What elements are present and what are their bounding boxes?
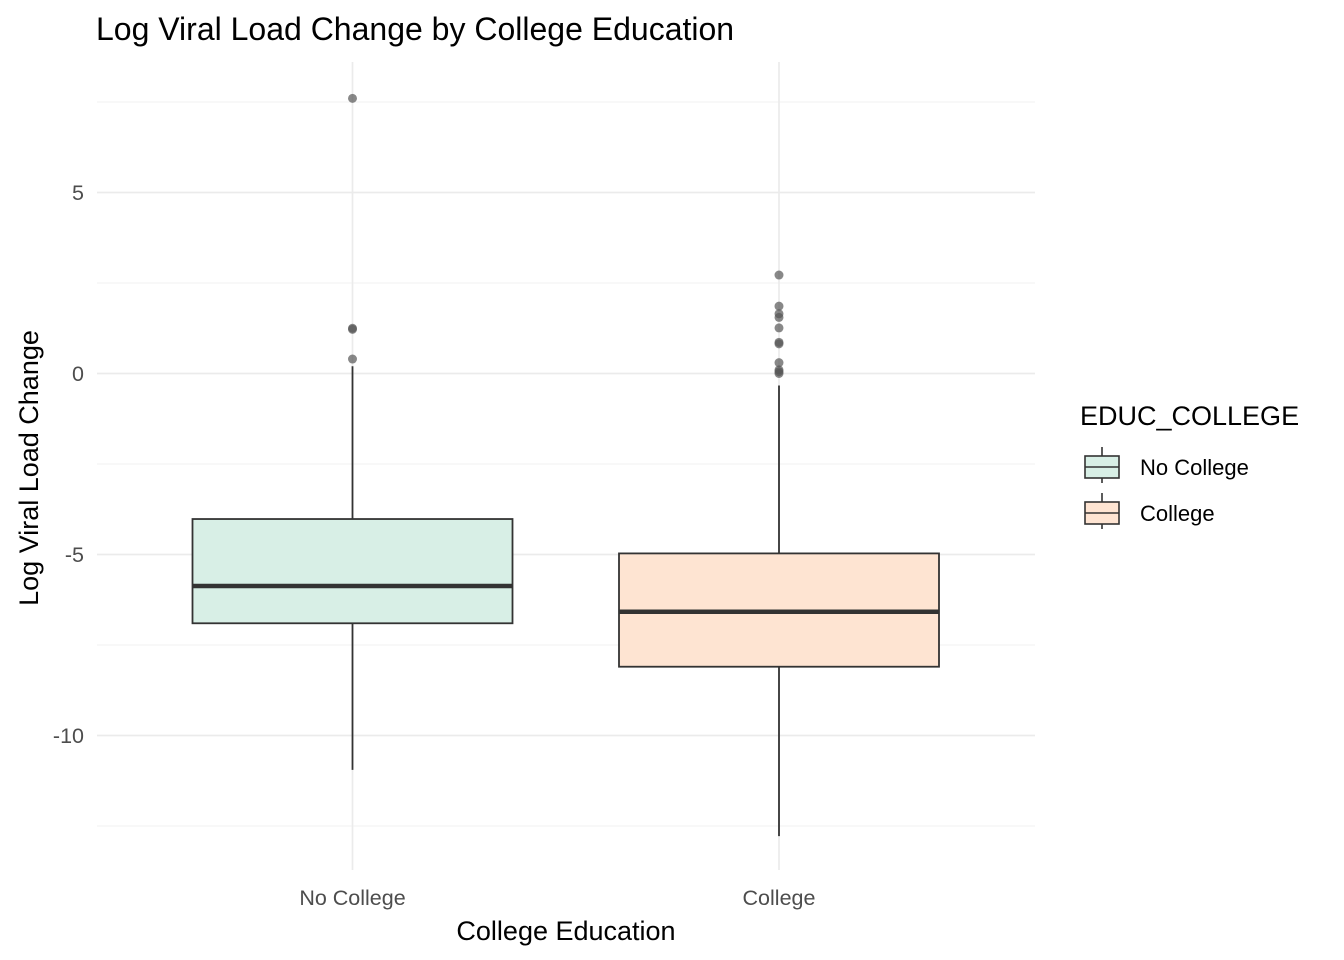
outlier-point <box>774 323 784 333</box>
outlier-point <box>348 324 357 334</box>
grid <box>97 62 1035 870</box>
y-tick-label: -5 <box>65 543 84 567</box>
y-tick-label: 5 <box>72 181 84 205</box>
y-tick-label: -10 <box>53 724 84 748</box>
outlier-point <box>774 339 784 349</box>
legend-item-no-college: No College <box>1084 447 1249 483</box>
box-body <box>191 518 514 625</box>
outlier-point <box>774 301 784 311</box>
outlier-point <box>774 270 784 280</box>
outlier-point <box>774 312 784 322</box>
plot-panel <box>191 93 940 837</box>
legend-label: No College <box>1140 455 1249 480</box>
box-college <box>618 270 940 837</box>
x-tick-label: No College <box>299 886 405 910</box>
axis-ticks: -10 -5 0 5 No College College <box>53 181 816 910</box>
outlier-point <box>774 369 784 378</box>
chart-title: Log Viral Load Change by College Educati… <box>96 11 734 47</box>
legend-title: EDUC_COLLEGE <box>1080 401 1299 431</box>
outlier-point <box>774 358 784 368</box>
y-axis-title: Log Viral Load Change <box>14 330 44 606</box>
legend-label: College <box>1140 501 1215 526</box>
outlier-point <box>348 93 357 103</box>
legend: EDUC_COLLEGE No College College <box>1080 401 1299 529</box>
box-no-college <box>191 93 514 770</box>
legend-item-college: College <box>1084 493 1215 529</box>
x-tick-label: College <box>743 886 816 910</box>
y-tick-label: 0 <box>72 362 84 386</box>
outlier-point <box>348 354 357 364</box>
x-axis-title: College Education <box>456 916 675 946</box>
